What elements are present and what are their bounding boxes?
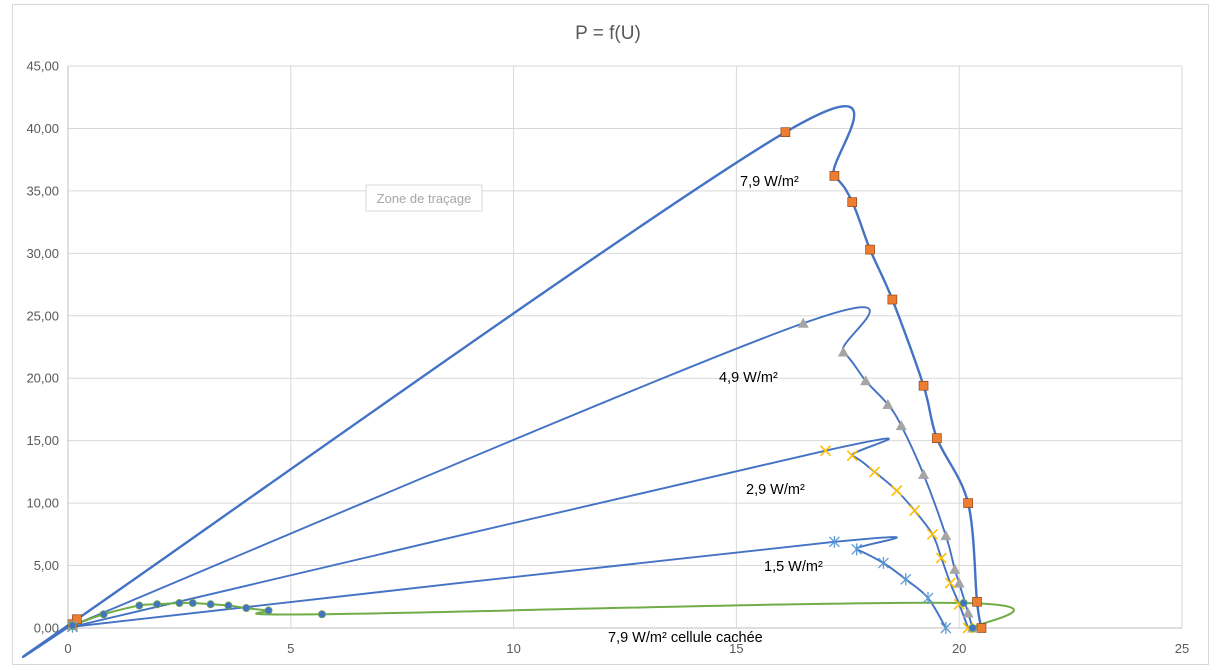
data-point xyxy=(962,607,974,618)
data-point xyxy=(828,535,840,548)
data-point xyxy=(940,622,952,634)
gridlines xyxy=(68,65,1183,628)
data-point xyxy=(264,606,273,615)
series-label: 7,9 W/m² xyxy=(740,174,799,190)
data-point xyxy=(940,530,952,541)
series-line xyxy=(21,105,983,659)
x-tick-label: 20 xyxy=(952,641,966,656)
data-point xyxy=(868,466,881,478)
x-tick-label: 15 xyxy=(729,641,743,656)
series-label: 4,9 W/m² xyxy=(719,370,778,386)
data-point xyxy=(922,592,934,605)
y-tick-label: 45,00 xyxy=(26,59,59,74)
data-point xyxy=(918,380,929,391)
data-point xyxy=(317,610,326,619)
series-markers xyxy=(66,127,987,634)
data-point xyxy=(242,604,251,613)
data-point xyxy=(68,621,77,630)
chart-title: P = f(U) xyxy=(575,23,641,44)
data-point xyxy=(865,244,875,255)
x-tick-label: 5 xyxy=(287,641,294,656)
data-point xyxy=(976,623,987,633)
data-point xyxy=(135,601,144,610)
data-point xyxy=(829,171,840,181)
chart-frame xyxy=(12,4,1209,665)
plot-area-tag: Zone de traçage xyxy=(377,191,472,206)
data-point xyxy=(780,127,791,137)
data-point xyxy=(797,317,809,328)
plot-area-tag-box xyxy=(365,184,483,212)
data-point xyxy=(860,375,872,386)
data-point xyxy=(972,596,982,607)
data-point xyxy=(909,505,921,517)
y-tick-label: 30,00 xyxy=(26,246,59,261)
y-tick-label: 15,00 xyxy=(26,433,59,448)
axes: 0,00 5,00 10,00 15,00 20,00 25,00 30,00 35,00 40… xyxy=(26,59,1189,657)
data-point xyxy=(944,577,956,589)
x-tick-label: 0 xyxy=(64,641,71,656)
y-tick-label: 25,00 xyxy=(26,308,59,323)
data-point xyxy=(847,197,858,207)
data-point xyxy=(99,610,108,619)
data-point xyxy=(206,600,215,609)
data-point xyxy=(891,485,903,497)
x-tick-label: 10 xyxy=(506,641,520,656)
y-tick-label: 20,00 xyxy=(26,371,59,386)
data-point xyxy=(895,420,907,431)
data-point xyxy=(175,599,184,608)
data-point xyxy=(72,614,82,625)
data-point xyxy=(935,552,947,564)
data-point xyxy=(887,294,898,305)
y-tick-label: 35,00 xyxy=(26,183,59,198)
data-point xyxy=(949,563,961,574)
data-point xyxy=(926,528,939,540)
data-point xyxy=(224,601,233,610)
data-point xyxy=(953,577,965,588)
data-point xyxy=(900,573,912,586)
data-point xyxy=(837,346,849,357)
series-label: 2,9 W/m² xyxy=(746,482,805,498)
data-point xyxy=(188,599,197,608)
y-tick-label: 40,00 xyxy=(26,121,59,136)
data-point xyxy=(963,498,973,508)
data-point xyxy=(959,599,968,608)
data-point xyxy=(882,398,894,409)
series-label: 1,5 W/m² xyxy=(764,559,823,575)
data-point xyxy=(877,557,889,570)
y-tick-label: 5,00 xyxy=(34,558,59,573)
x-tick-label: 25 xyxy=(1175,641,1189,656)
plot-area-tag-group: Zone de traçage xyxy=(365,184,483,212)
data-point xyxy=(851,543,863,556)
series-labels: 7,9 W/m² 4,9 W/m² 2,9 W/m² 1,5 W/m² 7,9 W/m²… xyxy=(608,174,823,646)
data-point xyxy=(932,433,942,443)
data-point xyxy=(968,624,977,633)
series-line xyxy=(71,601,1015,629)
data-point xyxy=(153,600,162,609)
y-tick-label: 0,00 xyxy=(34,621,59,636)
data-point xyxy=(918,468,930,479)
series-line xyxy=(71,536,947,629)
series-label: 7,9 W/m² cellule cachée xyxy=(608,630,763,646)
data-point xyxy=(819,445,832,457)
y-tick-label: 10,00 xyxy=(26,496,59,511)
data-point xyxy=(846,450,858,462)
